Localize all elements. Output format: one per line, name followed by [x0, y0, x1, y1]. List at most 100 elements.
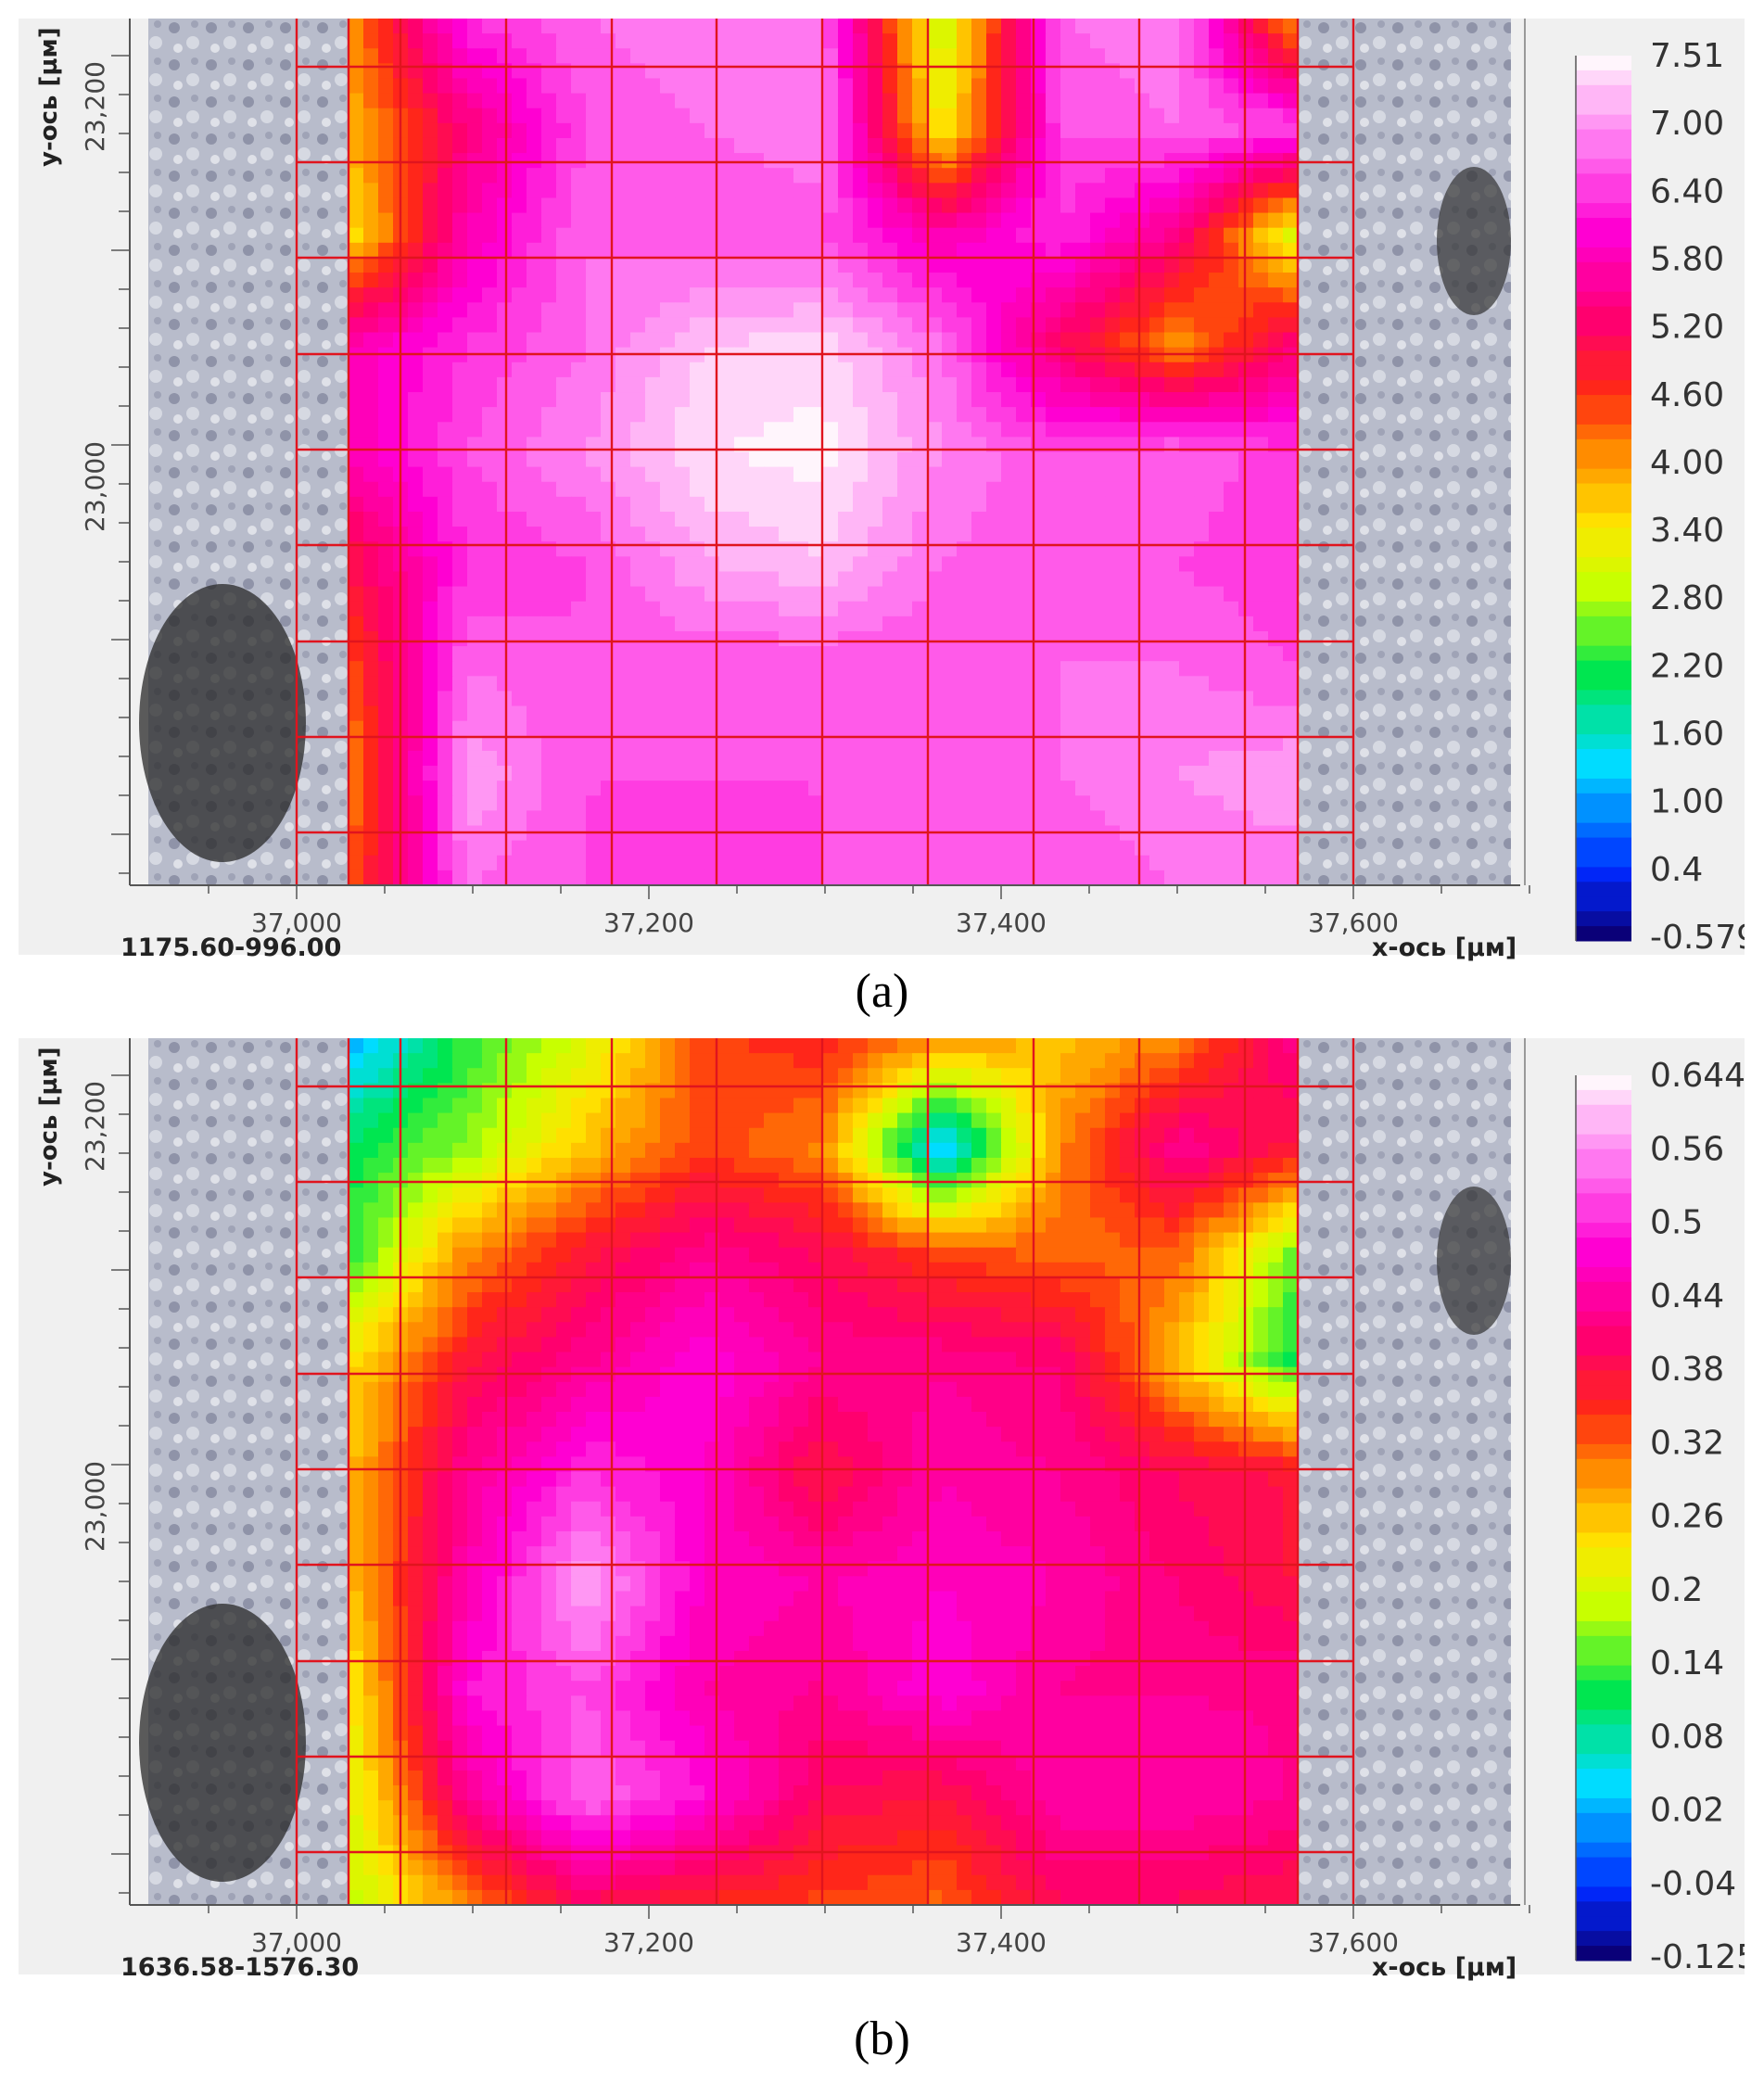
heatmap-cell [630, 705, 646, 722]
heatmap-cell [497, 317, 513, 334]
heatmap-cell [1046, 257, 1061, 273]
heatmap-cell [497, 1098, 513, 1114]
heatmap-cell [467, 1292, 483, 1308]
heatmap-cell [556, 168, 572, 184]
heatmap-cell [764, 541, 780, 557]
heatmap-cell [527, 781, 542, 796]
heatmap-cell [556, 422, 572, 438]
heatmap-cell [527, 108, 542, 124]
heatmap-cell [942, 392, 958, 408]
heatmap-cell [1238, 78, 1254, 95]
heatmap-cell [349, 78, 364, 95]
heatmap-cell [1224, 392, 1239, 408]
heatmap-cell [1001, 1217, 1017, 1234]
heatmap-cell [690, 646, 705, 662]
heatmap-cell [1179, 153, 1195, 169]
heatmap-cell [749, 630, 765, 647]
heatmap-cell [1253, 407, 1269, 423]
heatmap-cell [541, 1127, 557, 1144]
heatmap-cell [1283, 1038, 1299, 1054]
heatmap-cell [1253, 496, 1269, 513]
heatmap-cell [838, 646, 854, 662]
heatmap-cell [986, 1068, 1002, 1084]
heatmap-cell [645, 1127, 661, 1144]
heatmap-cell [1164, 1127, 1180, 1144]
heatmap-cell [452, 1232, 468, 1249]
heatmap-cell [378, 1187, 394, 1203]
heatmap-cell [378, 392, 394, 408]
heatmap-cell [1179, 1187, 1195, 1203]
heatmap-cell [363, 1112, 379, 1129]
heatmap-cell [675, 376, 691, 393]
heatmap-cell [749, 1173, 765, 1188]
heatmap-cell [408, 19, 424, 34]
heatmap-cell [808, 855, 824, 871]
heatmap-cell [438, 1232, 453, 1249]
heatmap-cell [927, 781, 943, 796]
heatmap-cell [1209, 273, 1225, 288]
heatmap-cell [1194, 870, 1210, 886]
heatmap-cell [957, 616, 972, 632]
heatmap-cell [1209, 795, 1225, 811]
heatmap-cell [349, 541, 364, 557]
heatmap-cell [423, 646, 438, 662]
heatmap-cell [408, 1068, 424, 1084]
heatmap-cell [1001, 855, 1017, 871]
heatmap-cell [378, 481, 394, 498]
heatmap-cell [601, 376, 616, 393]
heatmap-cell [1194, 541, 1210, 557]
heatmap-cell [1164, 48, 1180, 64]
heatmap-cell [1179, 212, 1195, 229]
heatmap-cell [1253, 1232, 1269, 1249]
heatmap-cell [630, 422, 646, 438]
heatmap-cell [868, 1053, 883, 1069]
heatmap-cell [1209, 183, 1225, 199]
heatmap-cell [1283, 183, 1299, 199]
heatmap-cell [764, 1112, 780, 1129]
heatmap-cell [408, 137, 424, 154]
heatmap-cell [793, 735, 809, 752]
heatmap-cell [1135, 511, 1150, 527]
heatmap-cell [823, 302, 839, 319]
heatmap-cell [1238, 601, 1254, 617]
heatmap-cell [986, 376, 1002, 393]
heatmap-cell [1090, 1127, 1106, 1144]
heatmap-cell [482, 1157, 498, 1174]
heatmap-cell [823, 586, 839, 603]
heatmap-cell [853, 1157, 869, 1174]
heatmap-cell [1090, 317, 1106, 334]
heatmap-cell [1238, 1217, 1254, 1234]
heatmap-cell [615, 766, 631, 781]
image-dark-region [139, 1604, 306, 1882]
heatmap-cell [423, 227, 438, 244]
heatmap-cell [1149, 466, 1165, 483]
heatmap-cell [897, 153, 913, 169]
heatmap-cell [423, 242, 438, 259]
heatmap-cell [1224, 1173, 1239, 1188]
heatmap-cell [690, 332, 705, 349]
heatmap-cell [1209, 810, 1225, 827]
heatmap-cell [734, 122, 750, 139]
heatmap-cell [1283, 376, 1299, 393]
heatmap-cell [1046, 33, 1061, 49]
heatmap-cell [571, 19, 587, 34]
heatmap-cell [1149, 720, 1165, 737]
heatmap-cell [957, 1262, 972, 1278]
heatmap-cell [1090, 137, 1106, 154]
heatmap-cell [408, 1053, 424, 1069]
heatmap-cell [378, 19, 394, 34]
heatmap-cell [1209, 422, 1225, 438]
heatmap-cell [438, 527, 453, 542]
heatmap-cell [1105, 1232, 1121, 1249]
heatmap-cell [823, 810, 839, 827]
heatmap-cell [541, 676, 557, 692]
heatmap-cell [808, 527, 824, 542]
heatmap-cell [1224, 287, 1239, 303]
heatmap-cell [868, 511, 883, 527]
heatmap-cell [408, 78, 424, 95]
heatmap-cell [897, 212, 913, 229]
heatmap-cell [749, 1276, 765, 1293]
heatmap-cell [823, 242, 839, 259]
heatmap-cell [838, 496, 854, 513]
heatmap-cell [1046, 855, 1061, 871]
